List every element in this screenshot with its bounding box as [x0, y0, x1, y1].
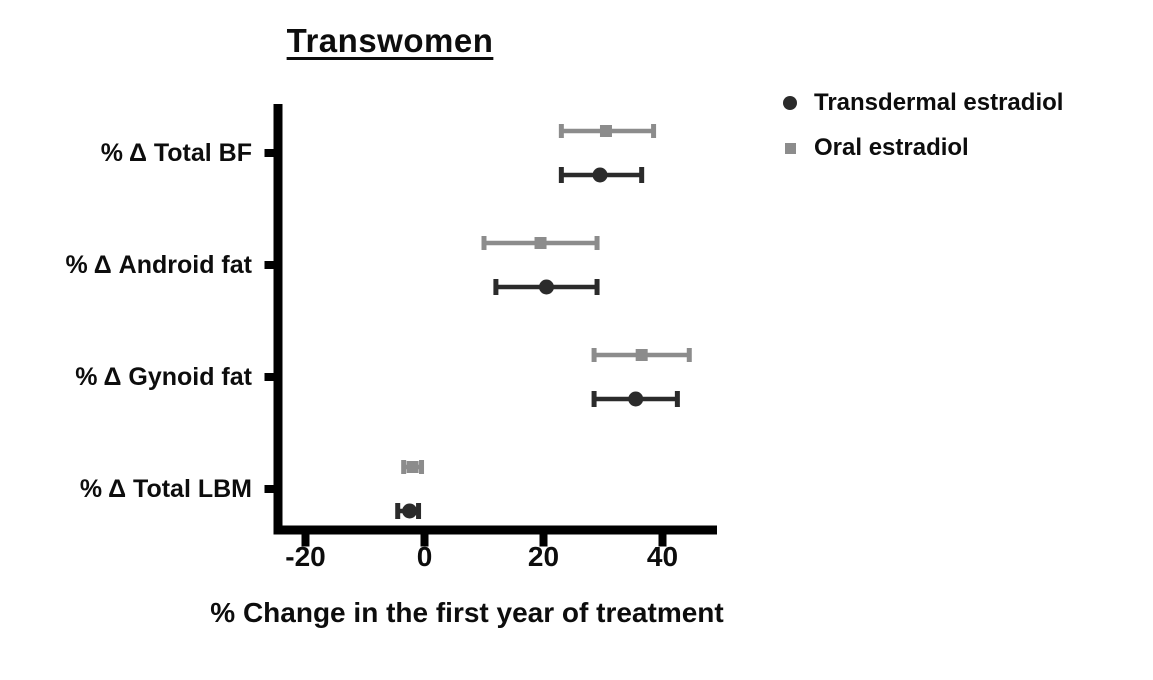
legend-square-icon — [785, 142, 796, 154]
legend-item: Transdermal estradiol — [783, 88, 1063, 118]
legend-item: Oral estradiol — [783, 133, 1063, 163]
data-point-circle — [402, 503, 418, 519]
data-point-square — [534, 237, 547, 249]
category-label: % Δ Gynoid fat — [75, 363, 252, 391]
x-tick-label: -20 — [285, 541, 326, 572]
category-label: % Δ Total LBM — [79, 475, 252, 503]
legend-label: Oral estradiol — [814, 134, 969, 161]
legend: Transdermal estradiol Oral estradiol — [783, 88, 1063, 178]
chart-title: Transwomen — [286, 22, 494, 59]
category-label: % Δ Android fat — [65, 251, 252, 279]
x-tick-label: 0 — [416, 541, 433, 572]
x-tick-label: 40 — [646, 541, 679, 572]
x-axis-label: % Change in the first year of treatment — [210, 597, 724, 628]
data-point-circle — [538, 279, 554, 295]
data-point-circle — [592, 167, 608, 183]
category-label: % Δ Total BF — [100, 139, 252, 167]
data-point-square — [406, 461, 419, 473]
data-point-circle — [628, 391, 644, 407]
data-point-square — [635, 349, 648, 361]
legend-label: Transdermal estradiol — [814, 89, 1064, 116]
x-tick-label: 20 — [527, 541, 560, 572]
legend-circle-icon — [783, 96, 797, 110]
data-point-square — [599, 125, 612, 137]
